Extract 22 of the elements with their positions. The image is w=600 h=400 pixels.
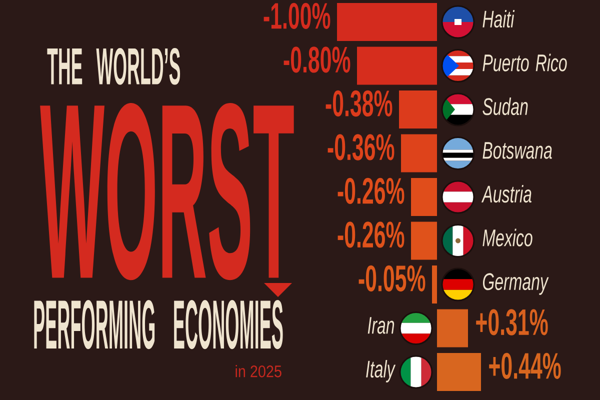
data-label: -0.26%	[338, 178, 404, 204]
data-label: -1.00%	[264, 2, 330, 30]
data-label: +0.31%	[476, 309, 548, 336]
data-label: -0.26%	[338, 222, 404, 248]
y-tick-label: Mexico	[482, 228, 532, 246]
text: THE WORLD’S	[47, 48, 180, 85]
y-tick-label: Iran	[368, 317, 394, 334]
data-label: -0.36%	[328, 134, 394, 160]
data-label: -0.38%	[326, 90, 392, 117]
y-tick-label: Austria	[481, 185, 532, 203]
y-tick-label: Puerto Rico	[482, 54, 567, 72]
data-label: -0.05%	[358, 265, 426, 292]
y-tick-label: Botswana	[482, 142, 552, 159]
data-label: +0.44%	[489, 352, 561, 380]
text: WORST	[40, 103, 294, 280]
y-tick-label: Germany	[482, 273, 549, 295]
text: PERFORMING ECONOMIES	[34, 300, 283, 350]
y-tick-label: Sudan	[482, 98, 528, 116]
y-tick-label: Italy	[366, 360, 396, 382]
text: in 2025	[236, 365, 282, 378]
data-label: -0.80%	[284, 46, 350, 73]
y-tick-label: Haiti	[482, 10, 515, 28]
